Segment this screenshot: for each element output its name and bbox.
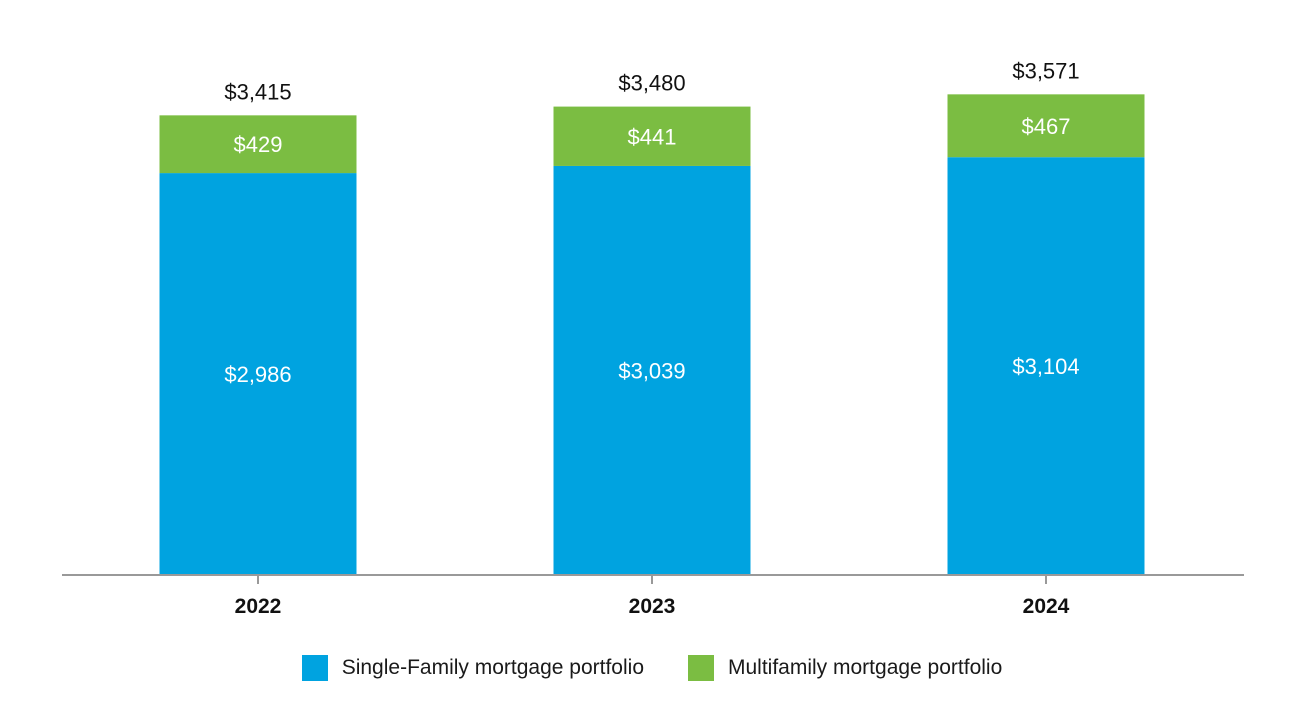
data-label-multifamily-2023: $441 [628, 124, 677, 149]
bar-single-family-2023 [553, 165, 751, 575]
x-tick-label-2022: 2022 [235, 595, 282, 618]
legend-item-single-family: Single-Family mortgage portfolio [301, 655, 644, 681]
legend-label-multifamily: Multifamily mortgage portfolio [728, 656, 1003, 679]
data-label-single-family-2024: $3,104 [1012, 354, 1079, 379]
total-label-2023: $3,480 [618, 71, 685, 96]
data-label-multifamily-2024: $467 [1022, 114, 1071, 139]
legend-label-single-family: Single-Family mortgage portfolio [341, 656, 644, 679]
x-tick-label-2024: 2024 [1023, 595, 1070, 618]
legend-item-multifamily: Multifamily mortgage portfolio [688, 655, 1002, 681]
total-label-2024: $3,571 [1012, 58, 1079, 83]
total-label-2022: $3,415 [224, 79, 291, 104]
bar-multifamily-2023 [553, 106, 751, 166]
legend-swatch-multifamily [688, 655, 714, 681]
data-label-single-family-2022: $2,986 [224, 362, 291, 387]
bar-single-family-2022 [159, 173, 357, 575]
data-label-single-family-2023: $3,039 [618, 358, 685, 383]
legend: Single-Family mortgage portfolio Multifa… [0, 655, 1304, 681]
data-label-multifamily-2022: $429 [234, 132, 283, 157]
bar-single-family-2024 [947, 157, 1145, 575]
legend-swatch-single-family [301, 655, 328, 681]
bar-multifamily-2024 [947, 94, 1145, 158]
bar-multifamily-2022 [159, 115, 357, 174]
x-tick-label-2023: 2023 [629, 595, 676, 618]
